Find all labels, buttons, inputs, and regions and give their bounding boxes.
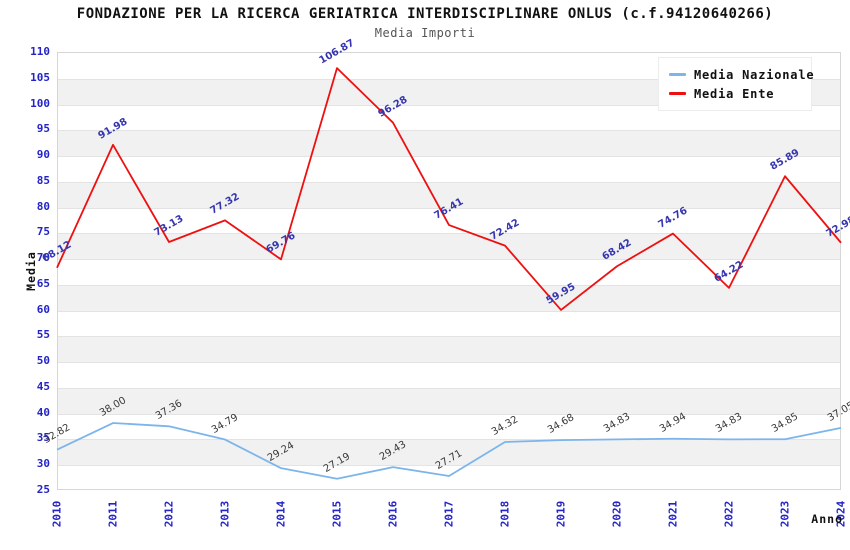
x-axis-title: Anno: [811, 512, 843, 526]
y-tick-label: 110: [30, 45, 50, 58]
y-tick-label: 55: [36, 328, 50, 342]
gridline: [58, 104, 840, 106]
legend-label: Media Nazionale: [694, 67, 815, 82]
x-tick-label-2022: 2022: [722, 500, 736, 528]
plot-band: [58, 284, 840, 311]
x-tick-label-2011: 2011: [106, 500, 120, 528]
legend-item-media-ente[interactable]: Media Ente: [669, 84, 801, 103]
x-tick-label-2010: 2010: [50, 500, 64, 528]
y-tick-label: 85: [36, 173, 50, 187]
x-tick-label-2018: 2018: [498, 500, 512, 528]
plot-band: [58, 387, 840, 414]
x-tick-label-2013: 2013: [218, 500, 232, 528]
y-tick-label: 35: [36, 431, 50, 445]
x-tick-label-2012: 2012: [162, 500, 176, 528]
gridline: [58, 156, 840, 158]
gridline: [58, 284, 840, 286]
y-tick-label: 90: [36, 148, 50, 162]
legend: Media Nazionale Media Ente: [658, 57, 814, 111]
y-tick-label: 60: [36, 302, 50, 316]
gridline: [58, 181, 840, 183]
gridline: [58, 413, 840, 415]
legend-swatch-icon: [669, 92, 686, 95]
gridline: [58, 310, 840, 312]
gridline: [58, 439, 840, 441]
chart-subtitle: Media Importi: [374, 26, 476, 40]
y-tick-label: 50: [36, 354, 50, 368]
x-tick-label-2016: 2016: [386, 500, 400, 528]
y-tick-label: 40: [36, 405, 50, 419]
series-line-media-ente: [56, 67, 842, 311]
plot-band: [58, 181, 840, 208]
plot-band: [58, 439, 840, 466]
gridline: [58, 336, 840, 338]
x-tick-label-2014: 2014: [274, 500, 288, 528]
series-lines: [56, 67, 842, 480]
x-tick-label-2020: 2020: [610, 500, 624, 528]
chart-title: FONDAZIONE PER LA RICERCA GERIATRICA INT…: [76, 6, 774, 22]
gridline: [58, 233, 840, 235]
gridline: [58, 387, 840, 389]
y-tick-label: 105: [30, 70, 50, 84]
y-tick-label: 75: [36, 225, 50, 239]
plot-band: [58, 336, 840, 363]
y-tick-label: 100: [30, 96, 50, 110]
y-tick-label: 30: [36, 457, 50, 471]
y-tick-label: 80: [36, 199, 50, 213]
x-tick-label-2019: 2019: [554, 500, 568, 528]
x-tick-label-2015: 2015: [330, 500, 344, 528]
gridline: [58, 78, 840, 80]
gridline: [58, 207, 840, 209]
plot-band: [58, 233, 840, 260]
y-tick-label: 25: [36, 483, 50, 496]
y-tick-label: 95: [36, 122, 50, 136]
legend-label: Media Ente: [694, 86, 775, 101]
y-tick-label: 70: [36, 251, 50, 265]
x-tick-label-2021: 2021: [666, 500, 680, 528]
gridline: [58, 362, 840, 364]
legend-swatch-icon: [669, 73, 686, 76]
y-tick-label: 65: [36, 276, 50, 290]
x-tick-label-2017: 2017: [442, 500, 456, 528]
plot-band: [58, 130, 840, 157]
gridline: [58, 130, 840, 132]
gridline: [58, 259, 840, 261]
y-tick-label: 45: [36, 379, 50, 393]
gridline: [58, 465, 840, 467]
legend-item-media-nazionale[interactable]: Media Nazionale: [669, 65, 814, 84]
x-tick-label-2023: 2023: [778, 500, 792, 528]
y-axis-title: Media: [24, 251, 38, 291]
series-line-media-nazionale: [56, 422, 842, 480]
plot-area: [56, 52, 842, 490]
